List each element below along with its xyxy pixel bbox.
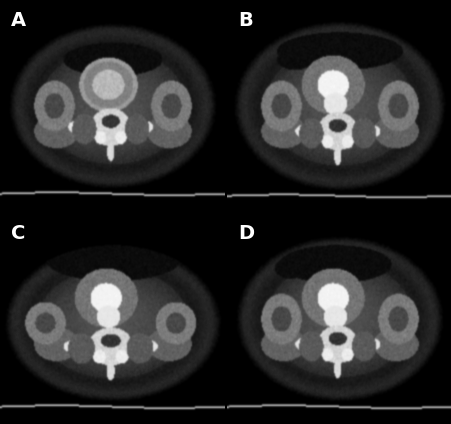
Text: D: D [238, 223, 254, 243]
Text: B: B [238, 11, 253, 30]
Text: A: A [11, 11, 26, 30]
Text: C: C [11, 223, 26, 243]
